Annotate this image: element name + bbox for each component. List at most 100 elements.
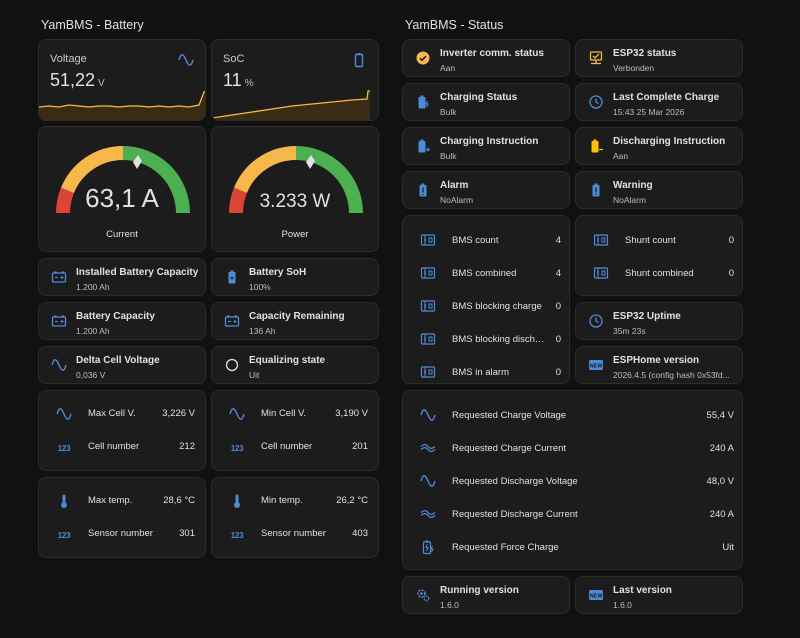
sensor-number-label: Sensor number [88,528,153,539]
bms-icon [420,265,436,281]
tile-warning[interactable]: Warning NoAlarm [575,171,743,209]
max-cell-card[interactable]: Max Cell V. 3,226 V 123 Cell number 212 [38,390,206,471]
tile-discharging-instruction[interactable]: Discharging Instruction Aan [575,127,743,165]
list-item[interactable]: Requested Discharge Voltage 48,0 V [403,471,742,491]
tile-battery-capacity[interactable]: Battery Capacity 1.200 Ah [38,302,206,340]
tile-delta-cell-voltage[interactable]: Delta Cell Voltage 0,036 V [38,346,206,384]
list-item[interactable]: BMS blocking discharge 0 [403,329,569,349]
tile-state: 1.200 Ah [76,282,110,292]
thermometer-icon [56,493,72,509]
list-item[interactable]: BMS in alarm 0 [403,362,569,382]
tile-name: Warning [613,180,653,191]
min-cell-card[interactable]: Min Cell V. 3,190 V 123 Cell number 201 [211,390,379,471]
tile-last-version[interactable]: NEW Last version 1.6.0 [575,576,743,614]
tile-esp32-status[interactable]: ESP32 status Verbonden [575,39,743,77]
tile-state: Aan [613,151,629,161]
shunt-icon [593,232,609,248]
tile-state: 1.6.0 [440,600,459,610]
tile-inverter-comm-status[interactable]: Inverter comm. status Aan [402,39,570,77]
list-item-value: 0 [555,366,561,378]
cell-number-label: Cell number [261,441,313,452]
tile-alarm[interactable]: Alarm NoAlarm [402,171,570,209]
tile-charging-status[interactable]: Charging Status Bulk [402,83,570,121]
battery-minus-icon [588,138,604,154]
tile-name: ESPHome version [613,355,700,366]
tile-state: Verbonden [613,63,655,73]
min-temp-card[interactable]: Min temp. 26,2 °C 123 Sensor number 403 [211,477,379,558]
list-item-name: BMS blocking discharge [452,333,549,345]
list-item[interactable]: BMS combined 4 [403,263,569,283]
list-item[interactable]: BMS count 4 [403,230,569,250]
list-item-name: BMS combined [452,267,517,279]
bms-icon [420,232,436,248]
list-item-name: Requested Discharge Voltage [452,475,578,487]
power-gauge-card[interactable]: 3.233 W Power [211,126,379,252]
min-temp-label: Min temp. [261,495,303,506]
list-item[interactable]: Requested Discharge Current 240 A [403,504,742,524]
list-item-name: Shunt combined [625,267,694,279]
tile-state: NoAlarm [440,195,474,205]
status-section-title: YamBMS - Status [405,18,504,32]
tile-battery-soh[interactable]: Battery SoH 100% [211,258,379,296]
list-item[interactable]: Requested Force Charge Uit [403,537,742,557]
svg-text:NEW: NEW [590,363,604,369]
tile-installed-capacity[interactable]: Installed Battery Capacity 1.200 Ah [38,258,206,296]
tile-charging-instruction[interactable]: Charging Instruction Bulk [402,127,570,165]
power-value: 3.233 W [259,191,331,212]
list-item-name: Requested Force Charge [452,541,559,553]
tile-running-version[interactable]: Running version 1.6.0 [402,576,570,614]
tile-name: ESP32 status [613,48,677,59]
voltage-value: 51,22 V [50,70,105,90]
tile-state: 1.6.0 [613,600,632,610]
cog-icon [415,587,431,603]
tile-name: Equalizing state [249,355,326,366]
numeric-icon: 123 [57,530,71,540]
sine-wave-icon [420,473,436,489]
list-item[interactable]: Shunt count 0 [576,230,742,250]
tile-equalizing-state[interactable]: Equalizing state Uit [211,346,379,384]
sine-wave-icon [178,52,194,68]
max-temp-card[interactable]: Max temp. 28,6 °C 123 Sensor number 301 [38,477,206,558]
soc-card[interactable]: SoC 11% [211,39,379,121]
voltage-card[interactable]: Voltage 51,22 V [38,39,206,121]
svg-text:NEW: NEW [590,593,604,599]
battery-charging-icon [420,539,436,555]
tile-esp32-uptime[interactable]: ESP32 Uptime 35m 23s [575,302,743,340]
tile-state: 1.200 Ah [76,326,110,336]
list-item-value: 0 [555,300,561,312]
list-item-value: Uit [722,541,734,553]
circle-outline-icon [224,357,240,373]
sensor-number-label: Sensor number [261,528,326,539]
tile-name: Running version [440,585,519,596]
tile-esphome-version[interactable]: NEW ESPHome version 2026.4.5 (config has… [575,346,743,384]
list-item-name: Requested Discharge Current [452,508,578,520]
max-temp-label: Max temp. [88,495,133,506]
tile-state: Bulk [440,107,457,117]
tile-state: Aan [440,63,456,73]
sine-wave-icon [420,407,436,423]
list-item[interactable]: Requested Charge Current 240 A [403,438,742,458]
battery-alert-icon [415,182,431,198]
list-item-name: BMS in alarm [452,366,510,378]
tile-state: 2026.4.5 (config hash 0x53fd... [613,370,730,380]
clock-history-icon [588,94,604,110]
tile-state: NoAlarm [613,195,647,205]
list-item[interactable]: Shunt combined 0 [576,263,742,283]
list-item-name: Requested Charge Voltage [452,409,567,421]
tile-last-complete-charge[interactable]: Last Complete Charge 15:43 25 Mar 2026 [575,83,743,121]
requests-card: Requested Charge Voltage 55,4 V Requeste… [402,390,743,570]
esp-connected-icon [588,50,604,66]
tile-name: Installed Battery Capacity [76,267,199,278]
battery-plus-icon [415,138,431,154]
tile-capacity-remaining[interactable]: Capacity Remaining 136 Ah [211,302,379,340]
sine-wave-icon [56,406,72,422]
list-item[interactable]: BMS blocking charge 0 [403,296,569,316]
tile-state: 35m 23s [613,326,646,336]
current-gauge-card[interactable]: 63,1 A Current [38,126,206,252]
tile-name: Alarm [440,180,469,191]
list-item-name: BMS count [452,234,499,246]
battery-section-title: YamBMS - Battery [41,18,144,32]
current-gauge [56,146,190,214]
battery-capacity-icon [51,313,67,329]
list-item[interactable]: Requested Charge Voltage 55,4 V [403,405,742,425]
